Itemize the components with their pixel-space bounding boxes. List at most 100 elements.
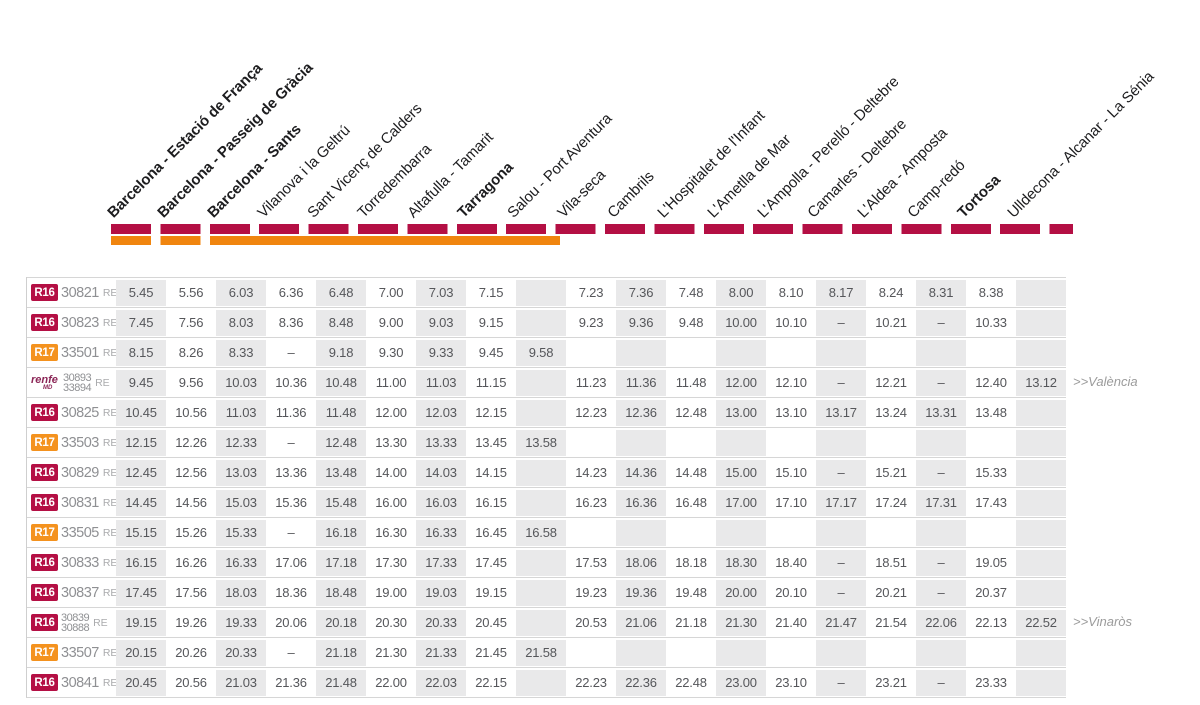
table-row: R16 30821 RE 5.45 5.56 6.03 6.36 6.48 7.00 7.03 7.… [27, 277, 1066, 307]
time-cell: 14.23 [575, 465, 607, 480]
time-cell: 14.48 [675, 465, 707, 480]
time-cell: 22.13 [975, 615, 1007, 630]
time-cell: 12.45 [116, 458, 166, 487]
station-label: Cambrils [604, 167, 658, 222]
time-cell: 21.06 [616, 608, 666, 637]
time-cell: 14.15 [475, 465, 507, 480]
time-cell: 11.48 [675, 375, 707, 390]
time-cell: 15.26 [175, 525, 207, 540]
time-cell: 8.31 [916, 278, 966, 307]
train-number: 30831 [61, 495, 99, 511]
time-cell: 8.26 [178, 345, 204, 360]
time-cell [666, 428, 716, 457]
time-cell [1016, 548, 1066, 577]
time-cell [916, 428, 966, 457]
time-cell: 10.33 [975, 315, 1007, 330]
time-cell: 9.45 [116, 368, 166, 397]
time-cell [816, 638, 866, 667]
time-cell [666, 518, 716, 547]
time-cell: 10.48 [316, 368, 366, 397]
time-cell: 12.15 [116, 428, 166, 457]
train-info-cell: R16 30839 30888 RE [27, 608, 116, 637]
time-cell: 12.23 [575, 405, 607, 420]
time-cell [516, 668, 566, 697]
time-cell: 11.48 [316, 398, 366, 427]
time-cell [1016, 338, 1066, 367]
time-cell [566, 338, 616, 367]
train-number: 30841 [61, 675, 99, 691]
time-cell [716, 338, 766, 367]
time-cell [516, 308, 566, 337]
time-cell: – [916, 578, 966, 607]
time-cell: – [287, 525, 295, 540]
time-cell: 18.48 [316, 578, 366, 607]
time-cell: 18.40 [775, 555, 807, 570]
time-cell: 17.18 [316, 548, 366, 577]
time-cell [816, 518, 866, 547]
time-cell: 20.37 [975, 585, 1007, 600]
time-cell: 21.03 [216, 668, 266, 697]
time-cell: 17.53 [575, 555, 607, 570]
time-cell: 20.06 [275, 615, 307, 630]
time-cell: 16.15 [475, 495, 507, 510]
train-info-cell: R16 30841 RE [27, 668, 117, 697]
time-cell: – [816, 668, 866, 697]
table-row: R16 30837 RE 17.45 17.56 18.03 18.36 18.48 19.00… [27, 577, 1066, 607]
time-cell: 13.10 [775, 405, 807, 420]
train-info-cell: R17 33501 RE [27, 338, 117, 367]
r17-route-line-dashed [111, 236, 223, 245]
train-info-cell: R16 30837 RE [27, 578, 117, 607]
service-type-label: RE [102, 316, 118, 329]
time-cell [516, 368, 566, 397]
route-badge: R16 [31, 314, 58, 331]
time-cell: – [916, 368, 966, 397]
time-cell: – [287, 645, 295, 660]
time-cell: 10.00 [716, 308, 766, 337]
table-row: R16 30841 RE 20.45 20.56 21.03 21.36 21.48 22.00… [27, 667, 1066, 697]
time-cell: 18.18 [675, 555, 707, 570]
train-info-cell: R17 33507 RE [27, 638, 118, 667]
time-cell: 23.00 [716, 668, 766, 697]
time-cell: 16.30 [375, 525, 407, 540]
route-badge: R17 [31, 524, 58, 541]
time-cell: 17.10 [775, 495, 807, 510]
time-cell: 13.03 [216, 458, 266, 487]
route-badge: R17 [31, 344, 58, 361]
time-cell: 20.26 [175, 645, 207, 660]
time-cell: 8.00 [716, 278, 766, 307]
time-cell [666, 638, 716, 667]
time-cell: – [916, 668, 966, 697]
train-number-line: 33501 [61, 344, 99, 361]
service-type-label: RE [102, 436, 118, 449]
time-cell: 22.00 [375, 675, 407, 690]
time-cell: 16.48 [675, 495, 707, 510]
time-cell: 13.31 [916, 398, 966, 427]
time-cell: 18.51 [875, 555, 907, 570]
time-cell [516, 578, 566, 607]
time-cell [1016, 668, 1066, 697]
destination-annotation: >>València [1073, 374, 1138, 389]
train-number-line: 30893 [63, 371, 92, 384]
train-info-cell: R16 30829 RE [27, 458, 117, 487]
train-info-cell: R16 30825 RE [27, 398, 117, 427]
time-cell [516, 488, 566, 517]
table-row: R16 30839 30888 RE 19.15 19.26 19.33 20.06 20.18… [27, 607, 1066, 637]
time-cell: 12.40 [975, 375, 1007, 390]
service-type-label: RE [102, 646, 118, 659]
time-cell: 5.45 [116, 278, 166, 307]
time-cell: 10.21 [875, 315, 907, 330]
time-cell: 21.47 [816, 608, 866, 637]
time-cell [1016, 638, 1066, 667]
time-cell: 9.15 [478, 315, 504, 330]
time-cell: 9.18 [316, 338, 366, 367]
table-row: R17 33505 RE 15.15 15.26 15.33 – 16.18 16.30 16.3… [27, 517, 1066, 547]
destination-annotation: >>Vinaròs [1073, 614, 1133, 629]
time-cell: 22.36 [616, 668, 666, 697]
time-cell: 17.45 [475, 555, 507, 570]
time-cell: 16.33 [416, 518, 466, 547]
table-row: R16 30831 RE 14.45 14.56 15.03 15.36 15.48 16.00… [27, 487, 1066, 517]
time-cell: 12.33 [216, 428, 266, 457]
time-cell: – [916, 458, 966, 487]
time-cell: 21.33 [416, 638, 466, 667]
